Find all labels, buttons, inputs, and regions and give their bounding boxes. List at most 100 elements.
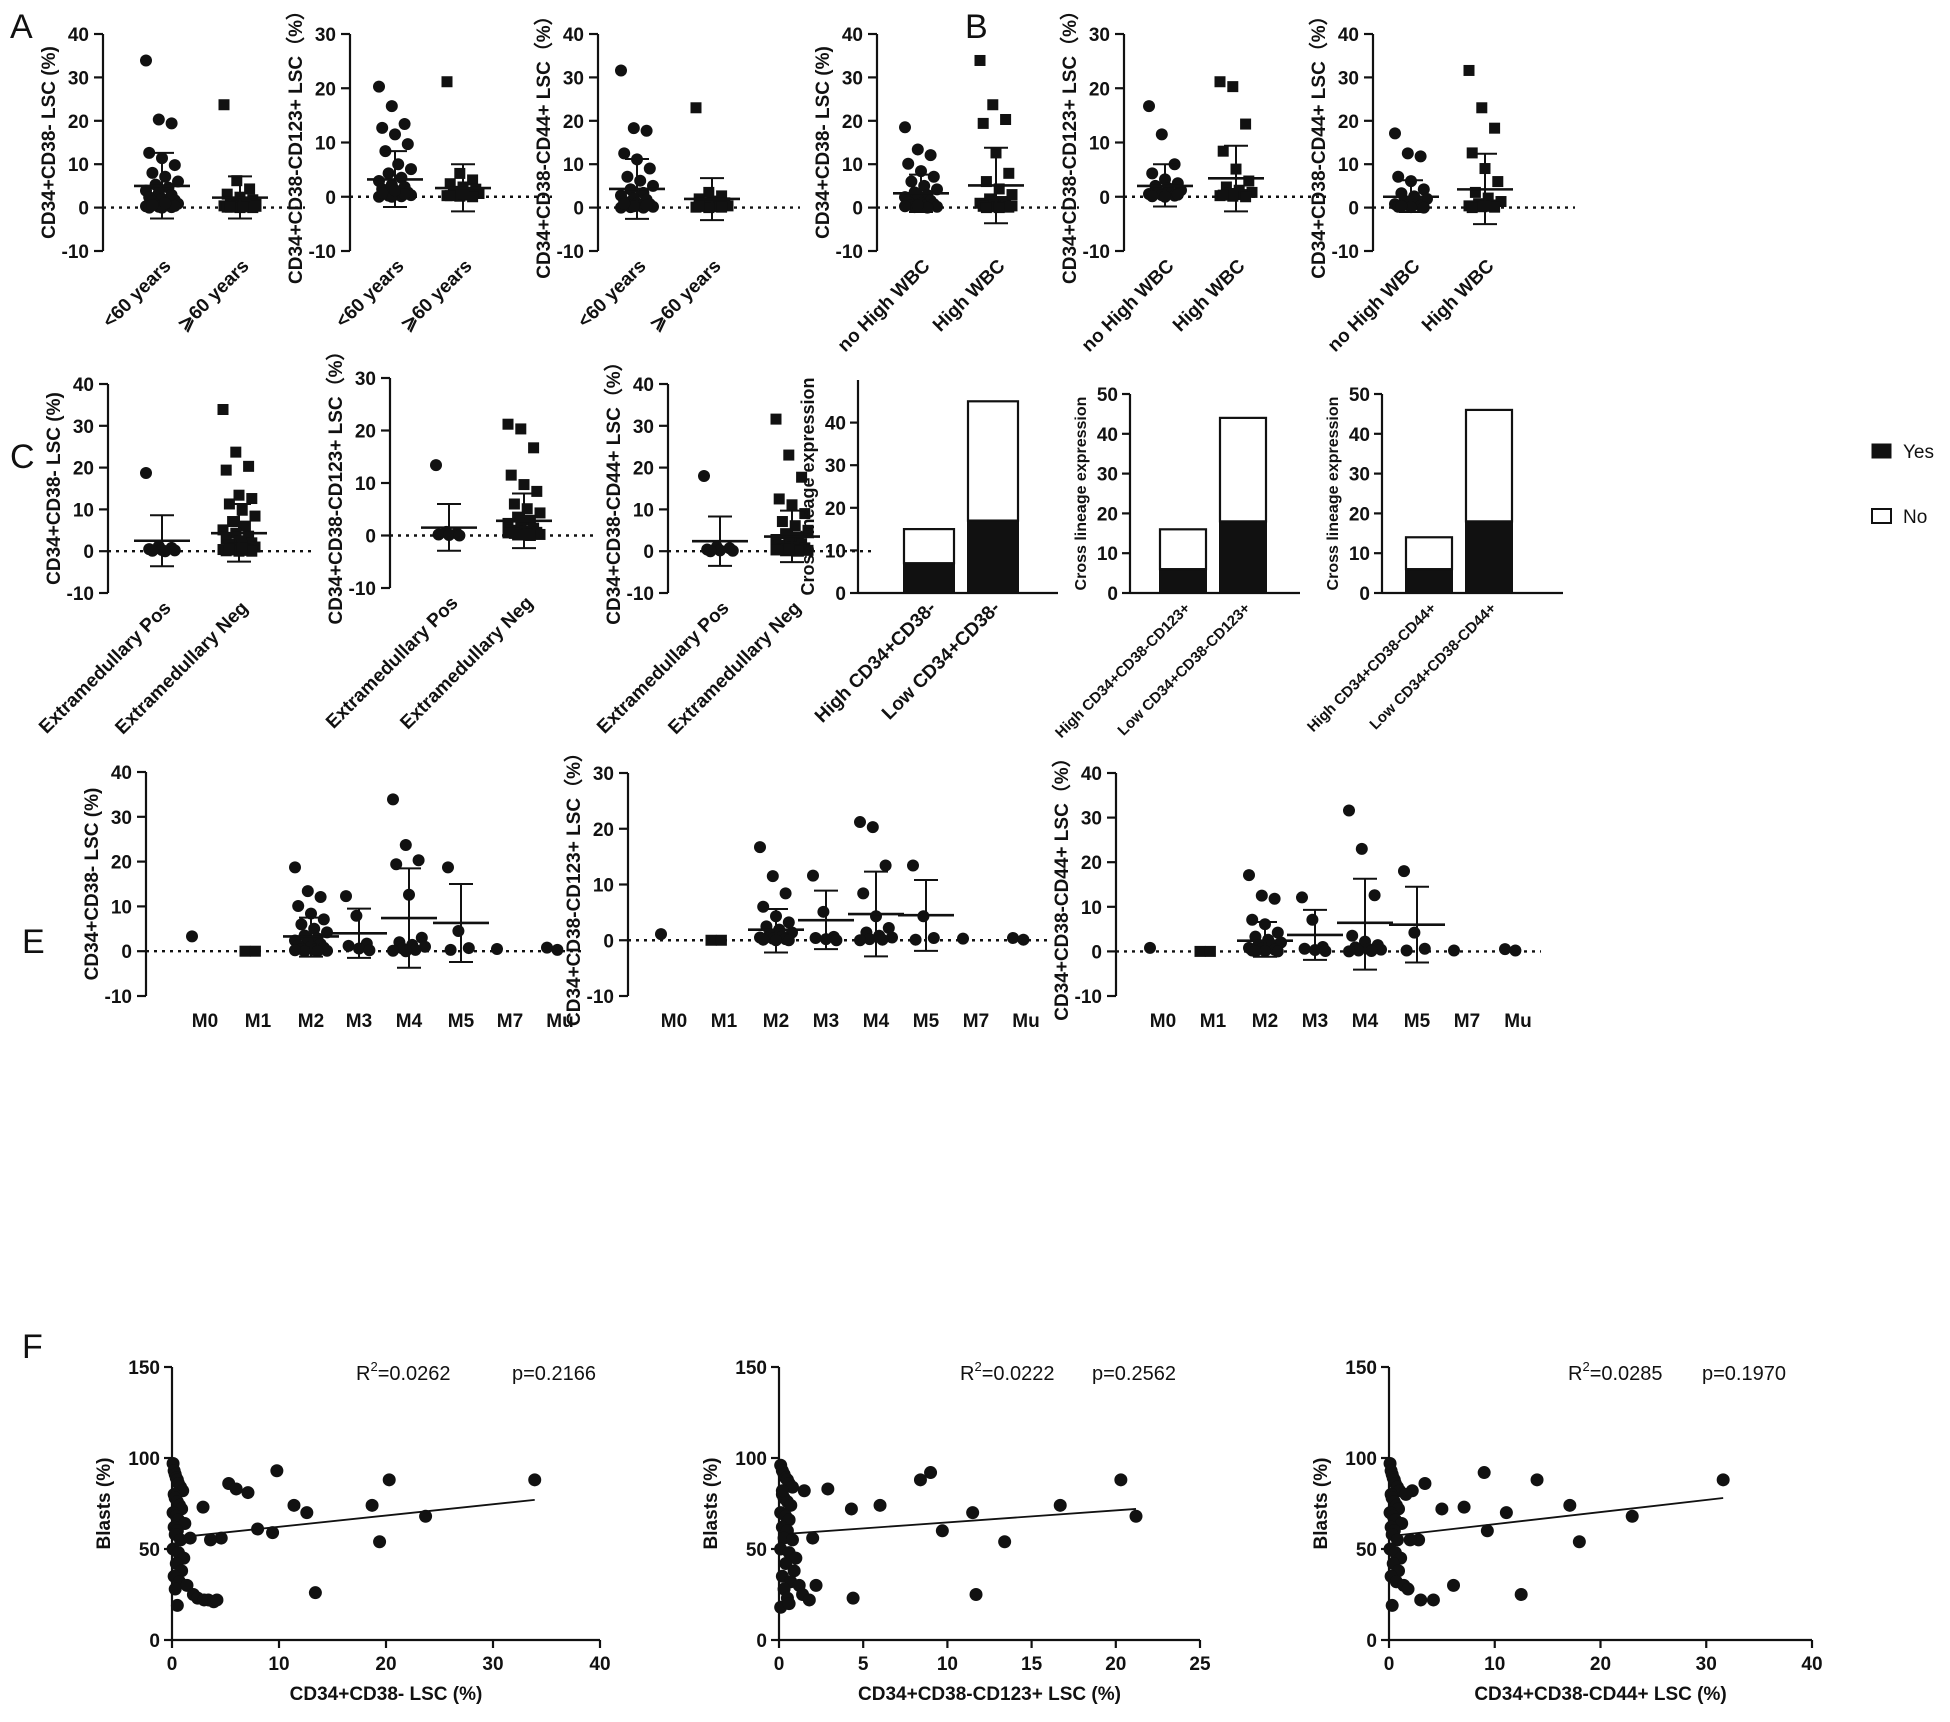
x-axis-label: CD34+CD38-CD44+ LSC (%) <box>1474 1684 1726 1705</box>
data-point <box>817 905 830 918</box>
data-point <box>882 921 895 934</box>
data-point-square <box>690 102 702 114</box>
data-point <box>140 467 152 480</box>
data-point-square <box>1220 181 1232 193</box>
data-point-square <box>246 493 258 505</box>
data-point <box>287 1498 301 1512</box>
y-tick-label: 10 <box>1081 898 1102 919</box>
legend-label-yes: Yes <box>1903 442 1934 463</box>
data-point <box>1395 200 1408 213</box>
data-point <box>1457 1500 1471 1514</box>
data-point-square <box>802 544 814 556</box>
data-point <box>785 1533 799 1547</box>
data-point <box>1417 201 1430 214</box>
y-tick-label: 30 <box>563 68 584 89</box>
data-point-square <box>716 201 728 213</box>
data-point-square <box>1466 147 1478 159</box>
data-point-square <box>705 934 717 946</box>
data-point <box>1414 150 1427 163</box>
chart-c1-extramedullary-cd34cd38: -10 0 10 20 30 40 CD34+CD38- LSC (%) Extramedul… <box>35 375 314 739</box>
x-category-label: Low CD34+CD38-CD44+ <box>1366 600 1500 734</box>
data-point <box>146 166 159 179</box>
data-point-square <box>239 520 251 532</box>
x-category-label: M1 <box>1200 1011 1227 1032</box>
data-point <box>1352 944 1365 957</box>
x-category-label: ⩾60 years <box>397 256 477 336</box>
y-tick-label: 0 <box>149 1631 160 1652</box>
data-point-square <box>518 479 530 491</box>
data-point-square <box>715 934 727 946</box>
data-point <box>1400 944 1413 957</box>
data-point-square <box>1476 102 1488 114</box>
data-point-square <box>502 527 514 539</box>
y-axis-label: CD34+CD38-CD44+ LSC（%） <box>1307 6 1330 278</box>
data-point <box>621 170 634 183</box>
data-point <box>927 932 940 945</box>
data-point-square <box>236 504 248 516</box>
data-point <box>1390 1533 1404 1547</box>
data-point-square <box>783 543 795 555</box>
x-category-label: M7 <box>1454 1011 1480 1032</box>
y-tick-label: -10 <box>349 579 376 600</box>
x-tick-label: 10 <box>1484 1654 1505 1675</box>
data-point-square <box>1217 145 1229 157</box>
y-axis-label: CD34+CD38-CD123+ LSC（%） <box>562 743 585 1026</box>
data-point <box>785 1480 799 1494</box>
y-tick-label: 20 <box>1349 504 1370 525</box>
data-point-square <box>502 418 514 430</box>
bar-no <box>1404 536 1454 571</box>
y-axis-label: CD34+CD38- LSC (%) <box>813 46 834 239</box>
panel-letter-b: B <box>965 8 988 46</box>
data-point-square <box>1246 186 1258 198</box>
data-point <box>1398 865 1410 878</box>
y-tick-label: 10 <box>593 876 614 897</box>
y-tick-label: -10 <box>1083 242 1110 263</box>
data-point <box>398 188 411 201</box>
data-point <box>779 887 792 900</box>
data-point-square <box>1003 167 1015 179</box>
data-point <box>726 544 739 557</box>
chart-a1-age-cd34cd38: -10 0 10 20 30 40 CD34+CD38- LSC (%) <60 years⩾… <box>39 25 305 336</box>
chart-b1-wbc-cd34cd38: -10 0 10 20 30 40 CD34+CD38- LSC (%)no High WB… <box>813 25 1079 356</box>
y-tick-label: -10 <box>62 242 89 263</box>
data-point-square <box>246 545 258 557</box>
r-squared-superscript: 2 <box>370 1359 377 1374</box>
data-point-square <box>249 945 261 957</box>
data-point <box>1408 926 1421 939</box>
x-category-label: M2 <box>1252 1011 1278 1032</box>
data-point-square <box>467 191 479 203</box>
y-tick-label: 50 <box>139 1540 160 1561</box>
data-point-square <box>980 176 992 188</box>
data-point-square <box>221 188 233 200</box>
chart-e1-fab-cd34cd38: -10 0 10 20 30 40 CD34+CD38- LSC (%) M0 M1 M2 M3 M4… <box>82 763 581 1032</box>
data-point <box>1296 891 1308 904</box>
y-tick-label: 10 <box>563 155 584 176</box>
y-tick-label: 30 <box>1349 465 1370 486</box>
y-tick-label: 30 <box>1338 68 1359 89</box>
data-point <box>1143 100 1155 113</box>
y-tick-label: 0 <box>603 931 614 952</box>
bar-yes <box>967 519 1019 595</box>
x-tick-label: 10 <box>268 1654 289 1675</box>
r-squared-label: R2=0.0285 <box>1568 1359 1663 1385</box>
legend-swatch-no <box>1871 508 1892 524</box>
x-tick-label: 10 <box>937 1654 958 1675</box>
y-tick-label: 10 <box>1338 155 1359 176</box>
data-point <box>183 1531 197 1545</box>
data-point <box>655 928 667 941</box>
data-point-square <box>249 510 261 522</box>
y-axis-label: CD34+CD38-CD44+ LSC（%） <box>602 352 625 624</box>
data-point <box>399 839 412 852</box>
data-point <box>1389 127 1401 140</box>
data-point <box>300 1506 314 1520</box>
x-category-label: M1 <box>711 1011 738 1032</box>
data-point <box>809 1578 823 1592</box>
y-tick-label: 30 <box>593 764 614 785</box>
y-tick-label: 40 <box>842 25 863 46</box>
x-category-label: no High WBC <box>834 255 935 356</box>
data-point <box>376 121 389 134</box>
y-tick-label: -10 <box>1332 242 1359 263</box>
panel-letters: A B C D E F <box>10 8 990 1366</box>
